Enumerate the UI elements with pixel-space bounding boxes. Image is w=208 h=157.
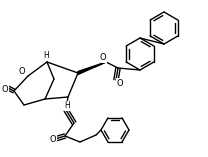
Text: H: H xyxy=(43,51,49,60)
Text: O: O xyxy=(2,84,8,94)
Text: O: O xyxy=(50,135,56,143)
Text: O: O xyxy=(117,78,123,87)
Text: O: O xyxy=(19,68,25,76)
Text: O: O xyxy=(100,54,106,62)
Polygon shape xyxy=(78,62,106,75)
Text: H: H xyxy=(64,101,70,111)
